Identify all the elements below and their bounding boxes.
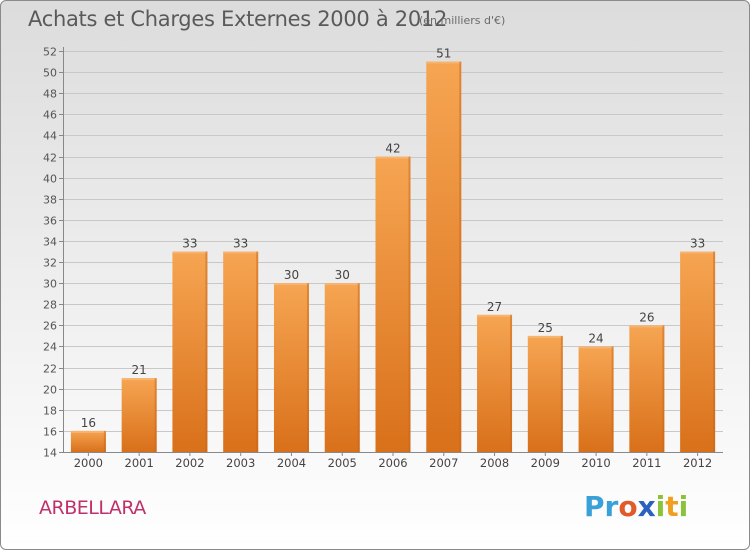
bar-top-edge [324, 283, 360, 286]
logo-letter: r [604, 490, 619, 523]
bar [70, 430, 106, 452]
y-tick-label: 46 [43, 109, 57, 122]
bar [172, 251, 208, 452]
logo-letter: o [618, 490, 638, 523]
bar [578, 346, 614, 452]
bar-side-edge [357, 283, 360, 452]
bar [629, 325, 665, 452]
bar-top-edge [477, 314, 513, 317]
y-tick-label: 22 [43, 363, 57, 376]
bar [477, 314, 513, 452]
bar-top-edge [375, 156, 411, 159]
x-tick-label: 2006 [378, 456, 407, 470]
y-tick-label: 38 [43, 194, 57, 207]
logo-letter: t [665, 490, 679, 523]
bar-value-label: 24 [588, 331, 603, 345]
bar-side-edge [662, 325, 665, 452]
bar-value-label: 30 [335, 268, 350, 282]
logo-letter: i [678, 490, 689, 523]
x-tick-label: 2003 [226, 456, 255, 470]
bar-side-edge [510, 314, 513, 452]
chart-subtitle: (en milliers d'€) [419, 14, 506, 27]
bar-side-edge [611, 346, 614, 452]
x-tick-label: 2007 [429, 456, 458, 470]
x-tick-label: 2002 [175, 456, 204, 470]
y-tick-label: 44 [43, 130, 57, 143]
bar-top-edge [273, 283, 309, 286]
x-tick-label: 2009 [531, 456, 560, 470]
y-tick-label: 32 [43, 257, 57, 270]
bar [375, 156, 411, 453]
x-tick-label: 2004 [277, 456, 306, 470]
bar-value-label: 30 [284, 268, 299, 282]
x-tick-label: 2008 [480, 456, 509, 470]
y-tick-label: 28 [43, 299, 57, 312]
y-tick-label: 52 [43, 46, 57, 59]
y-tick-label: 30 [43, 278, 57, 291]
bar-top-edge [426, 61, 462, 64]
bar-value-label: 16 [81, 416, 96, 430]
x-tick-label: 2000 [74, 456, 103, 470]
bar-side-edge [408, 156, 411, 453]
y-tick-label: 42 [43, 152, 57, 165]
bar [527, 335, 563, 452]
bar-side-edge [459, 61, 462, 452]
y-tick-label: 36 [43, 215, 57, 228]
bar-side-edge [560, 335, 563, 452]
bar [680, 251, 716, 452]
logo-letter: x [637, 490, 656, 523]
bar-top-edge [578, 346, 614, 349]
bar [273, 283, 309, 452]
proxiti-logo: Proxiti [584, 490, 688, 523]
chart-title: Achats et Charges Externes 2000 à 2012 [28, 7, 448, 31]
bar-top-edge [680, 251, 716, 254]
y-tick-label: 14 [43, 447, 57, 460]
bar-top-edge [172, 251, 208, 254]
y-tick-label: 50 [43, 67, 57, 80]
y-tick-label: 16 [43, 426, 57, 439]
bar-value-label: 21 [132, 363, 147, 377]
y-tick-label: 40 [43, 173, 57, 186]
bar-value-label: 27 [487, 300, 502, 314]
x-tick-label: 2011 [632, 456, 661, 470]
bar-value-label: 51 [436, 47, 451, 61]
bar-top-edge [70, 430, 106, 433]
y-tick-label: 18 [43, 405, 57, 418]
logo-letter: i [655, 490, 666, 523]
bar-value-label: 33 [182, 237, 197, 251]
logo-letter: P [584, 490, 605, 523]
bar-value-label: 33 [233, 237, 248, 251]
bar-top-edge [223, 251, 259, 254]
bar-side-edge [154, 378, 157, 452]
bar-side-edge [205, 251, 208, 452]
bar-side-edge [103, 430, 106, 452]
bar-value-label: 25 [538, 321, 553, 335]
bar-value-label: 33 [690, 237, 705, 251]
y-tick-label: 20 [43, 384, 57, 397]
bar [121, 378, 157, 452]
bar-value-label: 42 [385, 142, 400, 156]
bar [426, 61, 462, 452]
bar [223, 251, 259, 452]
bar-top-edge [527, 335, 563, 338]
place-name: ARBELLARA [39, 497, 146, 519]
bar [324, 283, 360, 452]
x-tick-label: 2010 [581, 456, 610, 470]
x-tick-label: 2012 [683, 456, 712, 470]
y-tick-label: 34 [43, 236, 57, 249]
x-tick-label: 2001 [125, 456, 154, 470]
bar-side-edge [713, 251, 716, 452]
bar-side-edge [306, 283, 309, 452]
y-tick-label: 24 [43, 341, 57, 354]
x-tick-label: 2005 [328, 456, 357, 470]
bar-top-edge [629, 325, 665, 328]
y-tick-label: 26 [43, 320, 57, 333]
y-tick-label: 48 [43, 88, 57, 101]
bar-top-edge [121, 378, 157, 381]
bar-value-label: 26 [639, 310, 654, 324]
bar-side-edge [256, 251, 259, 452]
